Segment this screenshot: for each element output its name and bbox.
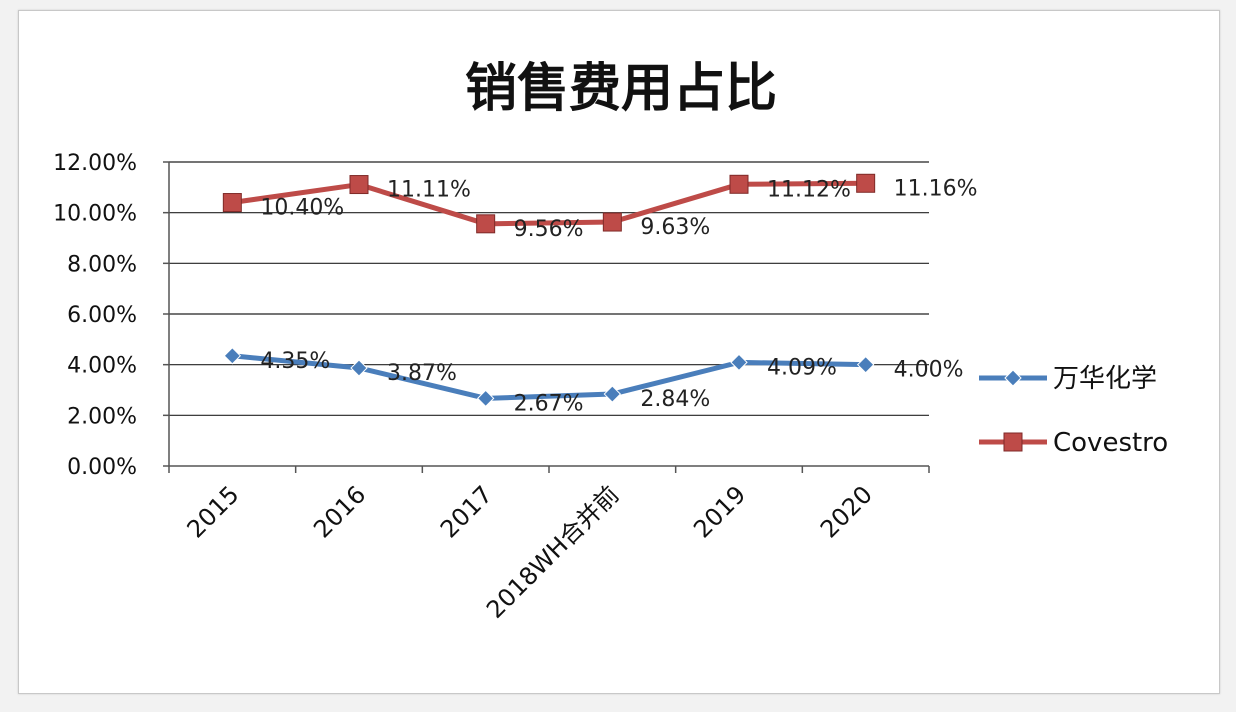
chart-title: 销售费用占比 — [465, 59, 777, 119]
y-tick-label: 10.00% — [53, 202, 137, 227]
data-point — [602, 212, 622, 232]
grid-layer — [163, 161, 930, 473]
y-tick-label: 12.00% — [53, 151, 137, 176]
y-tick-label: 8.00% — [67, 252, 137, 277]
data-point — [223, 347, 242, 365]
data-point — [856, 355, 875, 374]
data-label: 9.56% — [514, 217, 584, 242]
x-tick-label: 2015 — [182, 480, 245, 543]
data-point — [729, 174, 749, 194]
series-line — [231, 180, 866, 227]
data-label: 3.87% — [387, 361, 457, 386]
data-point — [222, 193, 242, 213]
data-label: 9.63% — [640, 215, 710, 240]
data-label: 11.12% — [767, 177, 851, 202]
legend: 万华化学 Covestro — [979, 364, 1168, 458]
legend-marker — [1004, 369, 1022, 387]
legend-marker — [1003, 432, 1023, 452]
data-point — [350, 359, 368, 377]
data-label: 10.40% — [260, 196, 344, 221]
x-tick-label: 2018WH合并前 — [481, 480, 624, 623]
data-label: 11.16% — [894, 176, 978, 201]
data-point — [603, 385, 622, 403]
x-tick-label: 2016 — [308, 480, 371, 543]
data-label: 4.09% — [767, 355, 837, 380]
data-point — [349, 175, 369, 195]
x-tick-label: 2017 — [435, 480, 498, 543]
legend-label: 万华化学 — [1053, 364, 1157, 394]
y-axis-ticks: 0.00% 2.00% 4.00% 6.00% 8.00% 10.00% 12.00% — [53, 151, 137, 480]
data-label: 4.35% — [260, 349, 330, 374]
data-point — [476, 214, 496, 234]
y-tick-label: 2.00% — [67, 404, 137, 429]
y-tick-label: 6.00% — [67, 303, 137, 328]
x-tick-label: 2019 — [688, 480, 751, 543]
data-label: 2.67% — [514, 391, 584, 416]
data-point — [856, 173, 876, 193]
data-label: 4.00% — [894, 358, 964, 383]
data-label: 2.84% — [640, 387, 710, 412]
data-point — [476, 389, 495, 408]
data-point — [730, 353, 748, 372]
y-tick-label: 0.00% — [67, 455, 137, 480]
series-line — [232, 353, 866, 401]
legend-label: Covestro — [1053, 428, 1168, 458]
series-layer — [222, 173, 876, 408]
data-label: 11.11% — [387, 178, 471, 203]
x-tick-label: 2020 — [815, 480, 878, 543]
line-chart: 销售费用占比 0.00% 2.00% 4.00% 6.00% 8.00% 10.00% 12… — [53, 59, 1168, 624]
data-labels: 4.35% 3.87% 2.67% 2.84% 4.09% 4.00% 10.40% 11.1… — [260, 176, 977, 416]
y-tick-label: 4.00% — [67, 354, 137, 379]
chart-frame: 销售费用占比 0.00% 2.00% 4.00% 6.00% 8.00% 10.00% 12… — [18, 10, 1220, 694]
